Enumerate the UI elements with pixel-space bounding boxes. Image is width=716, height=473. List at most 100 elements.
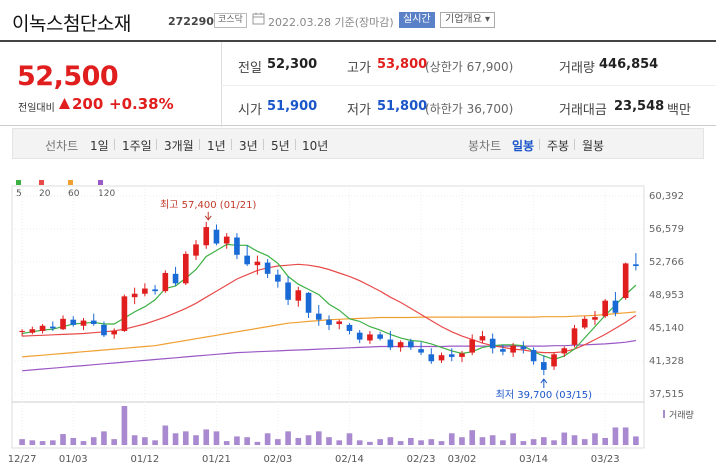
x-tick-label: 02/14 (335, 454, 364, 465)
volume-bar (377, 439, 383, 445)
volume-bar (285, 431, 291, 445)
x-tick-label: 12/27 (8, 454, 37, 465)
candle (541, 355, 547, 376)
volume-bar (49, 440, 56, 445)
candle-chart-label: 봉차트 (468, 139, 502, 153)
volume-bar (571, 435, 578, 445)
candle (377, 331, 383, 341)
tab-1year[interactable]: 1년 (207, 139, 226, 153)
divider (295, 139, 296, 150)
tab-1day[interactable]: 1일 (90, 139, 109, 153)
candle (510, 343, 516, 357)
candle-body (571, 328, 578, 345)
candle-body (633, 264, 639, 267)
candle (418, 342, 424, 356)
volume-bar (530, 439, 537, 445)
volume-bar (315, 431, 322, 445)
candle-body (254, 261, 261, 266)
candle-body (80, 320, 87, 326)
volume-bar (234, 436, 240, 445)
low-value: 51,800 (377, 99, 428, 114)
volume-bar (70, 437, 77, 445)
candle-body (29, 329, 36, 333)
chart-tabs: 선차트 1일 1주일 3개월 1년 3년 5년 10년 봉차트 일봉 주봉 월봉 (12, 128, 704, 159)
trade-value-unit: 백만 (667, 103, 691, 118)
candle (254, 255, 261, 275)
x-tick-label: 02/03 (263, 454, 292, 465)
volume-bar (39, 441, 46, 445)
candle (162, 270, 169, 293)
volume-bar (111, 439, 117, 445)
candle (49, 321, 56, 331)
volume-bar (346, 433, 353, 445)
volume-bar (387, 437, 394, 445)
candle-body (60, 318, 66, 330)
base-date: 2022.03.28 기준(장마감) (268, 16, 394, 29)
candle-body (326, 319, 332, 325)
candle-body (489, 338, 496, 349)
volume-bar (633, 436, 639, 445)
volume-bar (213, 431, 220, 445)
candle-body (387, 339, 394, 348)
candle-body (152, 289, 158, 292)
candle-body (172, 273, 179, 284)
candle (142, 283, 148, 297)
tab-weekly[interactable]: 주봉 (547, 139, 570, 153)
prev-close-label: 전일 (238, 61, 262, 76)
y-tick-label: 48,953 (649, 290, 684, 301)
candle (111, 328, 117, 339)
candle (131, 287, 138, 305)
candle (448, 348, 455, 362)
candle-body (131, 293, 138, 298)
stock-code: 272290 (168, 15, 214, 28)
candle (336, 319, 343, 330)
volume-bar (510, 433, 516, 445)
candle (264, 259, 271, 279)
tab-monthly[interactable]: 월봉 (582, 139, 605, 153)
candle-body (592, 317, 598, 320)
ma20-line (22, 263, 637, 354)
candle-body (367, 334, 373, 341)
y-tick-label: 37,515 (649, 389, 684, 400)
chart-frame (11, 185, 645, 449)
prev-close-value: 52,300 (267, 57, 318, 72)
candle-body (459, 353, 465, 357)
upper-limit: (상한가 67,900) (425, 60, 514, 74)
candle (612, 292, 619, 317)
volume-bar (254, 441, 261, 445)
candle (101, 321, 107, 338)
tab-daily[interactable]: 일봉 (512, 139, 535, 153)
company-overview-button[interactable]: 기업개요 ▾ (440, 12, 495, 28)
divider (263, 139, 264, 150)
x-tick-label: 01/12 (130, 454, 159, 465)
candle (469, 334, 476, 356)
candle (223, 233, 230, 249)
candle-body (49, 326, 56, 329)
candle (234, 233, 240, 260)
volume-bar (172, 433, 179, 445)
tab-5year[interactable]: 5년 (271, 139, 290, 153)
candle-body (70, 319, 77, 325)
candle-body (581, 318, 588, 328)
x-tick-label: 03/23 (591, 454, 620, 465)
tab-10year[interactable]: 10년 (302, 139, 329, 153)
candle (305, 292, 312, 318)
candle-body (193, 244, 199, 256)
candle (500, 344, 506, 356)
volume-bar (19, 439, 25, 445)
x-tick-label: 03/14 (519, 454, 548, 465)
candle-body (510, 345, 516, 353)
realtime-button[interactable]: 실시간 (399, 12, 435, 28)
tab-3month[interactable]: 3개월 (164, 139, 194, 153)
change-percent: +0.38% (109, 95, 174, 113)
volume-bar (520, 441, 527, 445)
high-annotation: 최고 57,400 (01/21) (160, 199, 256, 211)
candle (602, 298, 609, 318)
high-label: 고가 (347, 61, 371, 76)
tab-3year[interactable]: 3년 (239, 139, 258, 153)
volume-bar (479, 437, 486, 445)
candle-body (428, 354, 435, 362)
candle (39, 324, 46, 334)
low-label: 저가 (347, 103, 371, 118)
tab-1week[interactable]: 1주일 (122, 139, 152, 153)
